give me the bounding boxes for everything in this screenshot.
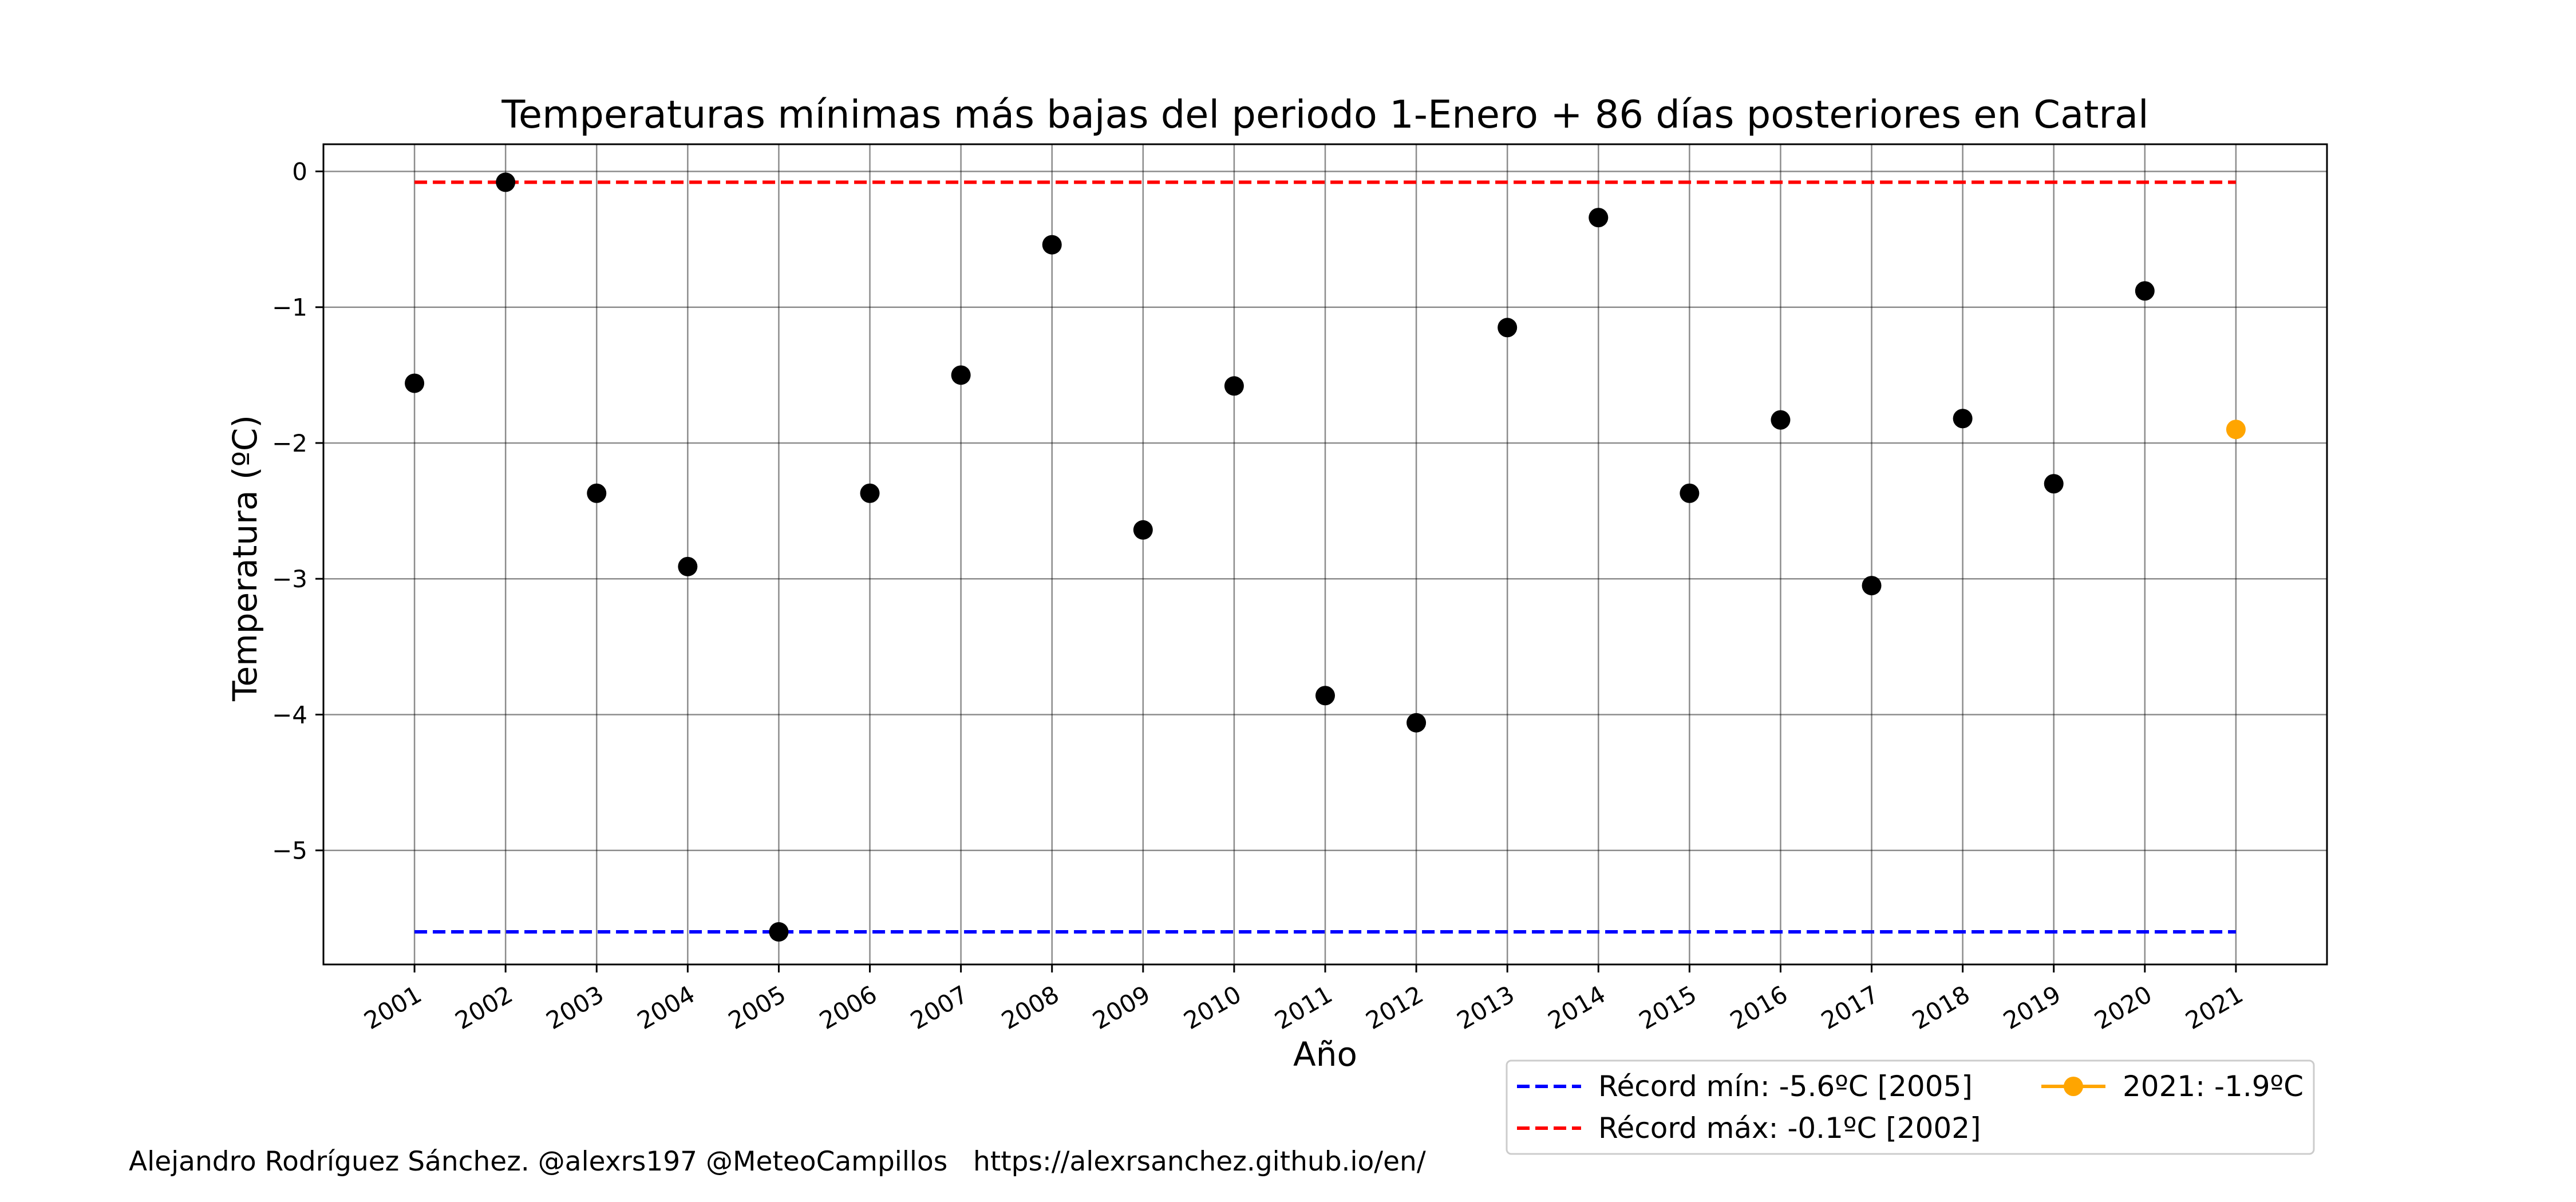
x-tick-label: 2018 (1907, 980, 1974, 1035)
x-tick-label: 2003 (542, 980, 609, 1035)
legend-marker-2021 (2064, 1077, 2083, 1096)
footer-credit: Alejandro Rodríguez Sánchez. @alexrs197 … (129, 1146, 1426, 1177)
x-tick-label: 2002 (451, 980, 517, 1035)
x-tick-label: 2008 (997, 980, 1064, 1035)
x-tick-label: 2015 (1634, 980, 1701, 1035)
x-tick-label: 2012 (1361, 980, 1428, 1035)
chart-title: Temperaturas mínimas más bajas del perio… (501, 92, 2148, 137)
data-point (1498, 318, 1518, 338)
y-tick-label: 0 (292, 157, 307, 185)
x-tick-label: 2006 (815, 980, 882, 1035)
data-point (1315, 686, 1335, 706)
y-tick-label: −2 (272, 429, 307, 457)
legend-label-record-min: Récord mín: -5.6ºC [2005] (1598, 1070, 1973, 1103)
x-axis-ticks: 2001 2002 2003 2004 2005 2006 2007 2008 2009 2010… (359, 964, 2248, 1035)
data-point (2135, 281, 2155, 301)
data-point (951, 365, 971, 385)
x-tick-label: 2013 (1452, 980, 1519, 1035)
data-point (405, 373, 425, 393)
data-point (769, 922, 789, 942)
x-tick-label: 2004 (633, 980, 700, 1035)
data-point (1680, 483, 1700, 503)
data-point (496, 172, 516, 192)
x-tick-label: 2005 (724, 980, 791, 1035)
reference-lines-layer (414, 180, 2236, 934)
y-axis-ticks: 0 −1 −2 −3 −4 −5 (272, 157, 323, 865)
data-point (860, 483, 880, 503)
x-tick-label: 2019 (1998, 980, 2065, 1035)
y-tick-label: −5 (272, 837, 307, 865)
data-point (1406, 713, 1427, 733)
x-tick-label: 2001 (359, 980, 426, 1035)
y-tick-label: −3 (272, 565, 307, 593)
x-tick-label: 2007 (906, 980, 973, 1035)
x-axis-label: Año (1293, 1035, 1357, 1074)
data-point (1771, 410, 1791, 430)
x-tick-label: 2021 (2180, 980, 2247, 1035)
data-point (2044, 474, 2064, 494)
data-point (1953, 409, 1973, 429)
legend: Récord mín: -5.6ºC [2005] Récord máx: -0… (1506, 1059, 2315, 1155)
x-tick-label: 2009 (1088, 980, 1155, 1035)
legend-label-record-max: Récord máx: -0.1ºC [2002] (1598, 1112, 1981, 1145)
y-tick-label: −1 (272, 294, 307, 322)
y-tick-label: −4 (272, 701, 307, 729)
data-point (587, 483, 607, 503)
y-axis-label: Temperatura (ºC) (226, 415, 264, 702)
data-points-layer (405, 172, 2246, 942)
data-point (1862, 576, 1882, 596)
legend-label-2021: 2021: -1.9ºC (2123, 1070, 2304, 1103)
x-tick-label: 2020 (2089, 980, 2156, 1035)
data-point (678, 556, 698, 576)
x-tick-label: 2014 (1543, 980, 1610, 1035)
data-point-2021 (2226, 420, 2246, 440)
grid-layer (323, 144, 2327, 964)
x-tick-label: 2011 (1270, 980, 1337, 1035)
data-point (1133, 520, 1153, 540)
legend-frame (1506, 1059, 2315, 1155)
data-point (1224, 376, 1244, 396)
x-tick-label: 2017 (1816, 980, 1883, 1035)
x-tick-label: 2016 (1725, 980, 1792, 1035)
data-point (1589, 208, 1609, 228)
data-point (1042, 235, 1062, 255)
x-tick-label: 2010 (1179, 980, 1246, 1035)
